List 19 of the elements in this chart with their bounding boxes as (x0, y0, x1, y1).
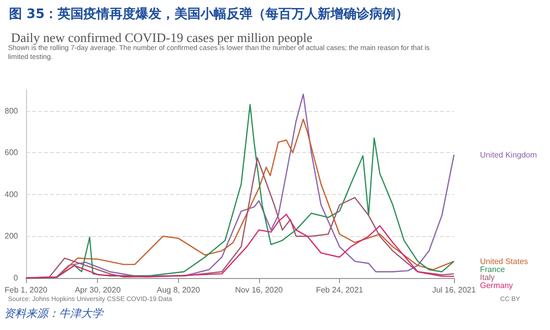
x-tick-label: Aug 8, 2020 (156, 286, 200, 294)
text: Germany (480, 280, 513, 290)
y-tick-label: 0 (14, 274, 19, 282)
chart-subtitle: Daily new confirmed COVID-19 cases per million people (11, 30, 313, 45)
x-tick-label: Feb 1, 2020 (4, 286, 48, 294)
text: 资料来源：牛津大学 (4, 307, 104, 320)
chart-title: 图 35：英国疫情再度爆发，美国小幅反弹（每百万人新增确诊病例） (9, 6, 409, 22)
x-tick-label: Nov 16, 2020 (235, 286, 284, 294)
text: United States (480, 256, 528, 266)
y-tick-label: 800 (4, 106, 19, 116)
x-tick-label: Jul 16, 2021 (432, 286, 476, 294)
text: France (480, 264, 506, 274)
y-tick-label: 400 (4, 190, 19, 199)
text: Italy (480, 272, 495, 282)
x-tick-label: Feb 24, 2021 (316, 286, 364, 294)
y-tick-label: 200 (4, 232, 19, 241)
text: United Kingdom (480, 150, 538, 160)
y-tick-label: 600 (4, 148, 19, 158)
x-tick-label: Apr 30, 2020 (74, 286, 122, 294)
